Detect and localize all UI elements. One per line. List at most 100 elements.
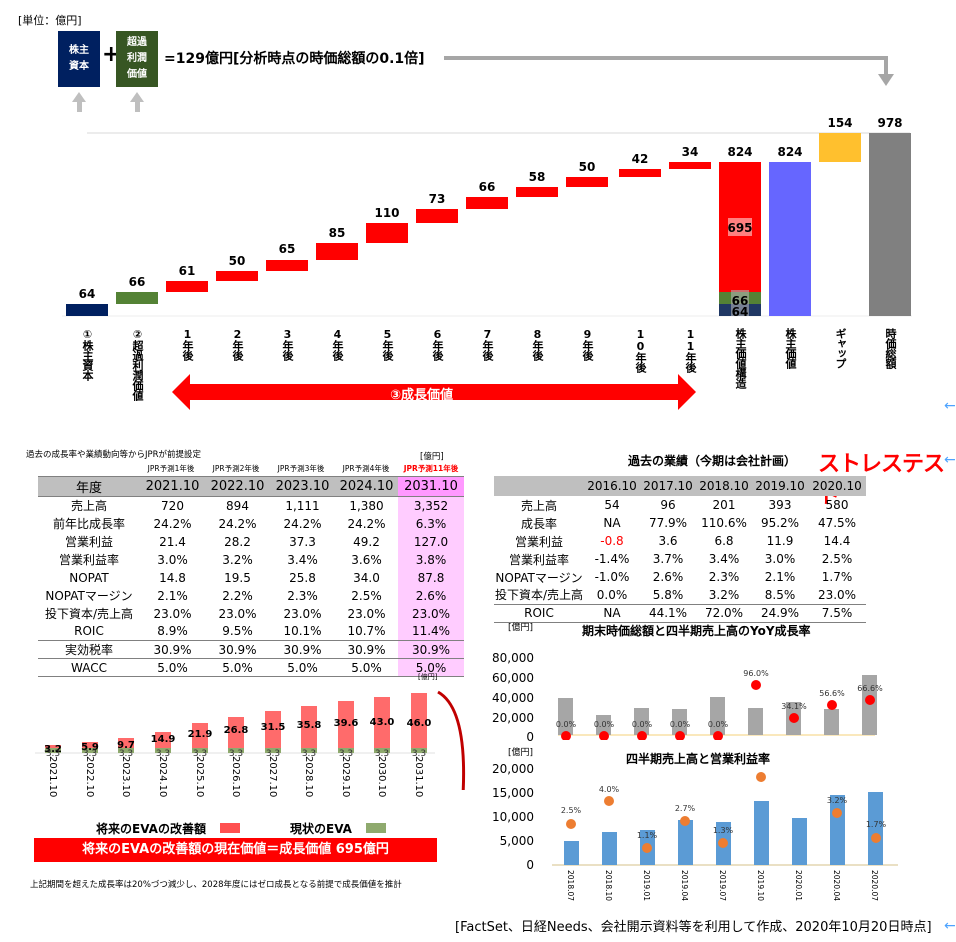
svg-text:3.2: 3.2 [44,744,62,755]
legend-swatch [366,823,387,833]
svg-text:3.3: 3.3 [302,749,316,759]
eva-chart: 3.2 5.9 9.7 14.9 21.9 26.8 31.5 35.8 39.6 43.0… [35,690,466,790]
x-tick: 2029.10 [340,756,351,798]
svg-text:65: 65 [279,242,296,256]
y-tick: 60,000 [492,671,534,685]
x-tick: 2019.04 [680,870,689,902]
table-row: NOPATマージン -1.0% 2.6% 2.3% 2.1% 1.7% [495,570,853,585]
x-label: ギャップ [834,328,847,368]
growth-value-banner: 将来のEVAの改善額の現在価値＝成長価値 695億円 [34,838,437,862]
svg-text:2.7%: 2.7% [675,804,696,813]
x-label: ②超過利潤価値 [131,328,144,400]
svg-text:21.9: 21.9 [188,729,213,740]
svg-text:3.3: 3.3 [375,749,389,759]
x-label: 8年後 [531,328,544,360]
x-tick: 2018.07 [566,870,575,902]
sub-header: JPR予測4年後 [342,464,390,473]
x-label: 9年後 [581,328,594,360]
unit-label: [単位：億円] [18,14,82,27]
x-tick: 2024.10 [157,756,168,798]
svg-text:978: 978 [877,116,902,130]
svg-text:64: 64 [732,305,749,319]
svg-text:695: 695 [727,221,752,235]
svg-text:96.0%: 96.0% [743,669,769,678]
svg-text:1.1%: 1.1% [637,831,658,840]
svg-text:3.3: 3.3 [46,749,60,759]
table-row: 営業利益 -0.8 3.6 6.8 11.9 14.4 [514,534,851,549]
y-tick: 0 [526,730,534,744]
svg-text:66: 66 [479,180,496,194]
legend-swatch [220,823,241,833]
growth-value-label: ③成長価値 [390,388,454,403]
table-row: 実効税率 30.9% 30.9% 30.9% 30.9% 30.9% [38,640,464,659]
quarterly-sales-chart: 2.5% 4.0% 1.1% 2.7% 1.3% 3.2% 1.7% [552,772,898,866]
svg-text:39.6: 39.6 [334,718,359,729]
svg-text:34: 34 [682,145,699,159]
svg-text:0.0%: 0.0% [594,720,615,729]
source-note: [FactSet、日経Needs、会社開示資料等を利用して作成、2020年10月… [455,920,932,935]
x-tick: 2019.07 [718,870,727,902]
excess-box-line: 利潤 [127,53,147,64]
excess-box-line: 超過 [127,37,147,48]
svg-text:4.0%: 4.0% [599,785,620,794]
sub-header: JPR予測2年後 [212,464,260,473]
svg-text:3.3: 3.3 [266,749,280,759]
svg-text:3.3: 3.3 [229,749,243,759]
svg-text:50: 50 [579,160,596,174]
table-row: 投下資本/売上高 0.0% 5.8% 3.2% 8.5% 23.0% [494,586,866,604]
svg-text:56.6%: 56.6% [819,689,845,698]
market-cap-chart: 0.0% 0.0% 0.0% 0.0% 0.0% 96.0% 34.1% 56.6% 66.… [556,669,883,740]
return-arrow-icon: ← [944,398,956,414]
table-row: 成長率 NA 77.9% 110.6% 95.2% 47.5% [520,516,857,531]
x-label: 7年後 [481,328,494,360]
x-tick: 2022.10 [84,756,95,798]
x-tick: 2030.10 [376,756,387,798]
svg-text:824: 824 [777,145,802,159]
svg-text:0.0%: 0.0% [670,720,691,729]
svg-text:34.1%: 34.1% [781,702,807,711]
legend-future-eva: 将来のEVAの改善額 [96,820,241,837]
y-tick: 40,000 [492,691,534,705]
svg-text:50: 50 [229,254,246,268]
return-arrow-icon: ← [944,918,956,934]
x-label: 4年後 [331,328,344,360]
table-row: ROIC NA 44.1% 72.0% 24.9% 7.5% [494,604,866,622]
svg-text:154: 154 [827,116,852,130]
table-row: 営業利益 21.4 28.2 37.3 49.2 127.0 [38,532,464,551]
equity-box-line: 株主 [69,45,89,56]
x-tick: 2020.01 [794,870,803,902]
x-tick: 2031.10 [413,756,424,798]
svg-text:0.0%: 0.0% [632,720,653,729]
x-tick: 2019.10 [756,870,765,902]
table-row: 営業利益率 -1.4% 3.7% 3.4% 3.0% 2.5% [508,552,853,567]
double-arrow-icon [172,374,696,410]
x-tick: 2021.10 [47,756,58,798]
sub-header: JPR予測3年後 [277,464,325,473]
x-tick: 2025.10 [194,756,205,798]
unit-label: [億円] [508,623,534,633]
up-arrow-icon [72,92,86,112]
unit-label: [億円] [418,673,438,681]
svg-text:5.9: 5.9 [81,742,99,753]
x-label: 11年後 [684,328,697,372]
x-tick: 2027.10 [267,756,278,798]
chart-title: 期末時価総額と四半期売上高のYoY成長率 [582,624,811,638]
footnote: 上記期間を超えた成長率は20%づつ減少し、2028年度にはゼロ成長となる前提で成… [30,880,402,890]
svg-text:26.8: 26.8 [224,725,249,736]
sub-header: JPR予測11年後 [403,464,459,473]
y-tick: 80,000 [492,651,534,665]
table-row: 投下資本/売上高 23.0% 23.0% 23.0% 23.0% 23.0% [38,604,464,623]
x-label: 時価総額 [884,328,897,368]
table-row: 売上高 54 96 201 393 580 [520,498,849,513]
y-tick: 20,000 [492,711,534,725]
svg-text:42: 42 [632,152,649,166]
table-row: ROIC 8.9% 9.5% 10.1% 10.7% 11.4% [38,622,464,641]
svg-text:9.7: 9.7 [117,740,135,751]
svg-text:61: 61 [179,264,196,278]
svg-text:2.5%: 2.5% [561,806,582,815]
svg-text:43.0: 43.0 [370,717,395,728]
x-label: 株主価値 [784,328,797,368]
x-tick: 2026.10 [230,756,241,798]
history-title: 過去の業績（今期は会社計画） [628,454,797,468]
